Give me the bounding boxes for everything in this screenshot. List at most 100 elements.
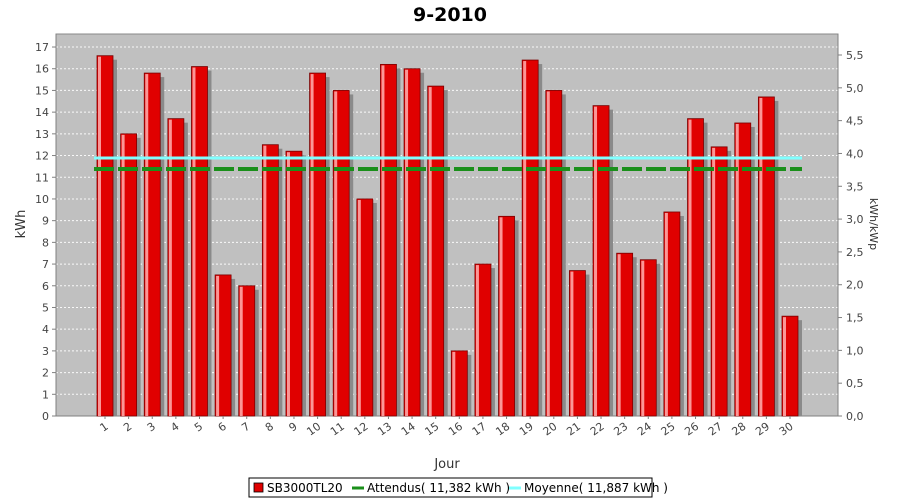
x-tick-label: 28 — [730, 420, 749, 439]
y2-tick-label: 4,0 — [846, 147, 864, 160]
bar-highlight — [428, 87, 432, 416]
x-tick-label: 20 — [541, 420, 560, 439]
bar-highlight — [357, 199, 361, 416]
bar-highlight — [570, 271, 574, 416]
y-tick-label: 16 — [35, 63, 49, 76]
y-tick-label: 8 — [42, 236, 49, 249]
y-axis-label: kWh — [14, 210, 29, 239]
y-tick-label: 13 — [35, 128, 49, 141]
y2-tick-label: 0,5 — [846, 377, 864, 390]
y2-tick-label: 0,0 — [846, 410, 864, 423]
bar-highlight — [168, 119, 172, 416]
x-tick-label: 7 — [239, 420, 252, 435]
y2-tick-label: 1,0 — [846, 344, 864, 357]
bar-highlight — [594, 106, 598, 416]
x-tick-label: 3 — [145, 420, 158, 435]
y-tick-label: 3 — [42, 345, 49, 358]
x-tick-label: 6 — [216, 420, 229, 435]
y2-tick-label: 5,5 — [846, 49, 864, 62]
x-tick-label: 22 — [588, 420, 607, 439]
bar-highlight — [499, 217, 503, 416]
x-tick-label: 4 — [168, 420, 181, 435]
y2-axis-label: kWh/kWp — [867, 198, 880, 250]
bar-highlight — [192, 67, 196, 416]
bar-highlight — [98, 56, 101, 417]
x-tick-label: 17 — [470, 420, 489, 439]
x-tick-label: 16 — [446, 420, 465, 439]
bar-highlight — [712, 147, 716, 416]
x-tick-label: 9 — [286, 420, 299, 435]
plot-area: 012345678910111213141516170,00,51,01,52,… — [35, 33, 864, 439]
y-tick-label: 1 — [42, 388, 49, 401]
y-tick-label: 9 — [42, 215, 49, 228]
y-tick-label: 10 — [35, 193, 49, 206]
x-tick-label: 8 — [263, 420, 276, 435]
y2-tick-label: 3,5 — [846, 180, 864, 193]
bar-highlight — [216, 275, 220, 416]
y-tick-label: 11 — [35, 171, 49, 184]
bar-highlight — [546, 91, 550, 416]
y-tick-label: 6 — [42, 280, 49, 293]
bar-highlight — [310, 74, 314, 417]
x-tick-label: 29 — [753, 420, 772, 439]
bar-highlight — [688, 119, 692, 416]
x-tick-label: 5 — [192, 420, 205, 435]
y-tick-label: 17 — [35, 41, 49, 54]
legend-label-moyenne: Moyenne( 11,887 kWh ) — [524, 481, 668, 495]
x-axis-label: Jour — [433, 457, 460, 472]
y-tick-label: 14 — [35, 106, 49, 119]
x-tick-label: 13 — [375, 420, 394, 439]
bar-highlight — [286, 152, 290, 417]
y2-tick-label: 2,0 — [846, 279, 864, 292]
x-tick-label: 10 — [304, 420, 323, 439]
y-tick-label: 4 — [42, 323, 49, 336]
legend-swatch-series — [253, 482, 264, 493]
y-tick-label: 0 — [42, 410, 49, 423]
x-tick-label: 1 — [98, 420, 111, 435]
legend-label-attendus: Attendus( 11,382 kWh ) — [367, 481, 510, 495]
legend-label-series: SB3000TL20 — [267, 481, 343, 495]
bar-highlight — [452, 351, 456, 416]
bar-highlight — [145, 74, 149, 417]
bar-highlight — [664, 212, 668, 416]
bar-highlight — [523, 61, 527, 416]
x-tick-label: 12 — [352, 420, 371, 439]
bar-highlight — [475, 265, 479, 416]
y-tick-label: 5 — [42, 301, 49, 314]
x-tick-label: 19 — [517, 420, 536, 439]
bar-highlight — [641, 260, 645, 416]
x-tick-label: 15 — [422, 420, 441, 439]
y-tick-label: 15 — [35, 84, 49, 97]
y2-tick-label: 1,5 — [846, 312, 864, 325]
x-tick-label: 30 — [777, 420, 796, 439]
bar-highlight — [405, 69, 409, 417]
y-tick-label: 2 — [42, 367, 49, 380]
y-tick-label: 7 — [42, 258, 49, 271]
x-tick-label: 2 — [121, 420, 134, 435]
x-tick-label: 21 — [564, 420, 583, 439]
bar-highlight — [381, 65, 385, 417]
legend-box — [248, 477, 653, 498]
x-tick-label: 18 — [493, 420, 512, 439]
x-tick-label: 24 — [635, 420, 654, 439]
x-tick-label: 27 — [706, 420, 725, 439]
x-tick-label: 11 — [328, 420, 347, 439]
bar-highlight — [121, 134, 125, 416]
x-tick-label: 23 — [611, 420, 630, 439]
y2-tick-label: 5,0 — [846, 82, 864, 95]
chart-title: 9-2010 — [413, 4, 487, 26]
bar-highlight — [239, 286, 243, 416]
x-tick-label: 26 — [682, 420, 701, 439]
bar-highlight — [617, 254, 621, 416]
y-tick-label: 12 — [35, 150, 49, 163]
legend: SB3000TL20 Attendus( 11,382 kWh ) Moyenne(… — [248, 477, 668, 498]
y2-tick-label: 3,0 — [846, 213, 864, 226]
bar-highlight — [759, 97, 763, 417]
y2-tick-label: 4,5 — [846, 115, 864, 128]
bar-highlight — [735, 123, 739, 416]
bar-highlight — [334, 91, 338, 416]
x-tick-label: 25 — [659, 420, 678, 439]
bar-highlight — [263, 145, 267, 416]
y2-tick-label: 2,5 — [846, 246, 864, 259]
